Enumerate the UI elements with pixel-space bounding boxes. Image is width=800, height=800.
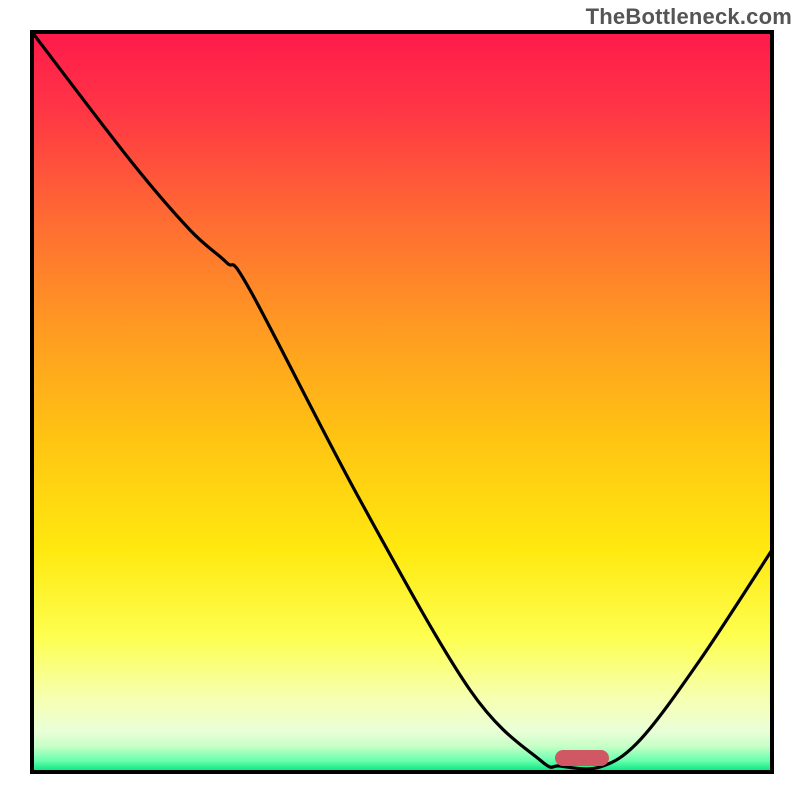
optimal-marker	[555, 750, 609, 766]
watermark-text: TheBottleneck.com	[586, 4, 792, 30]
bottleneck-chart	[0, 0, 800, 800]
gradient-background	[32, 32, 772, 772]
